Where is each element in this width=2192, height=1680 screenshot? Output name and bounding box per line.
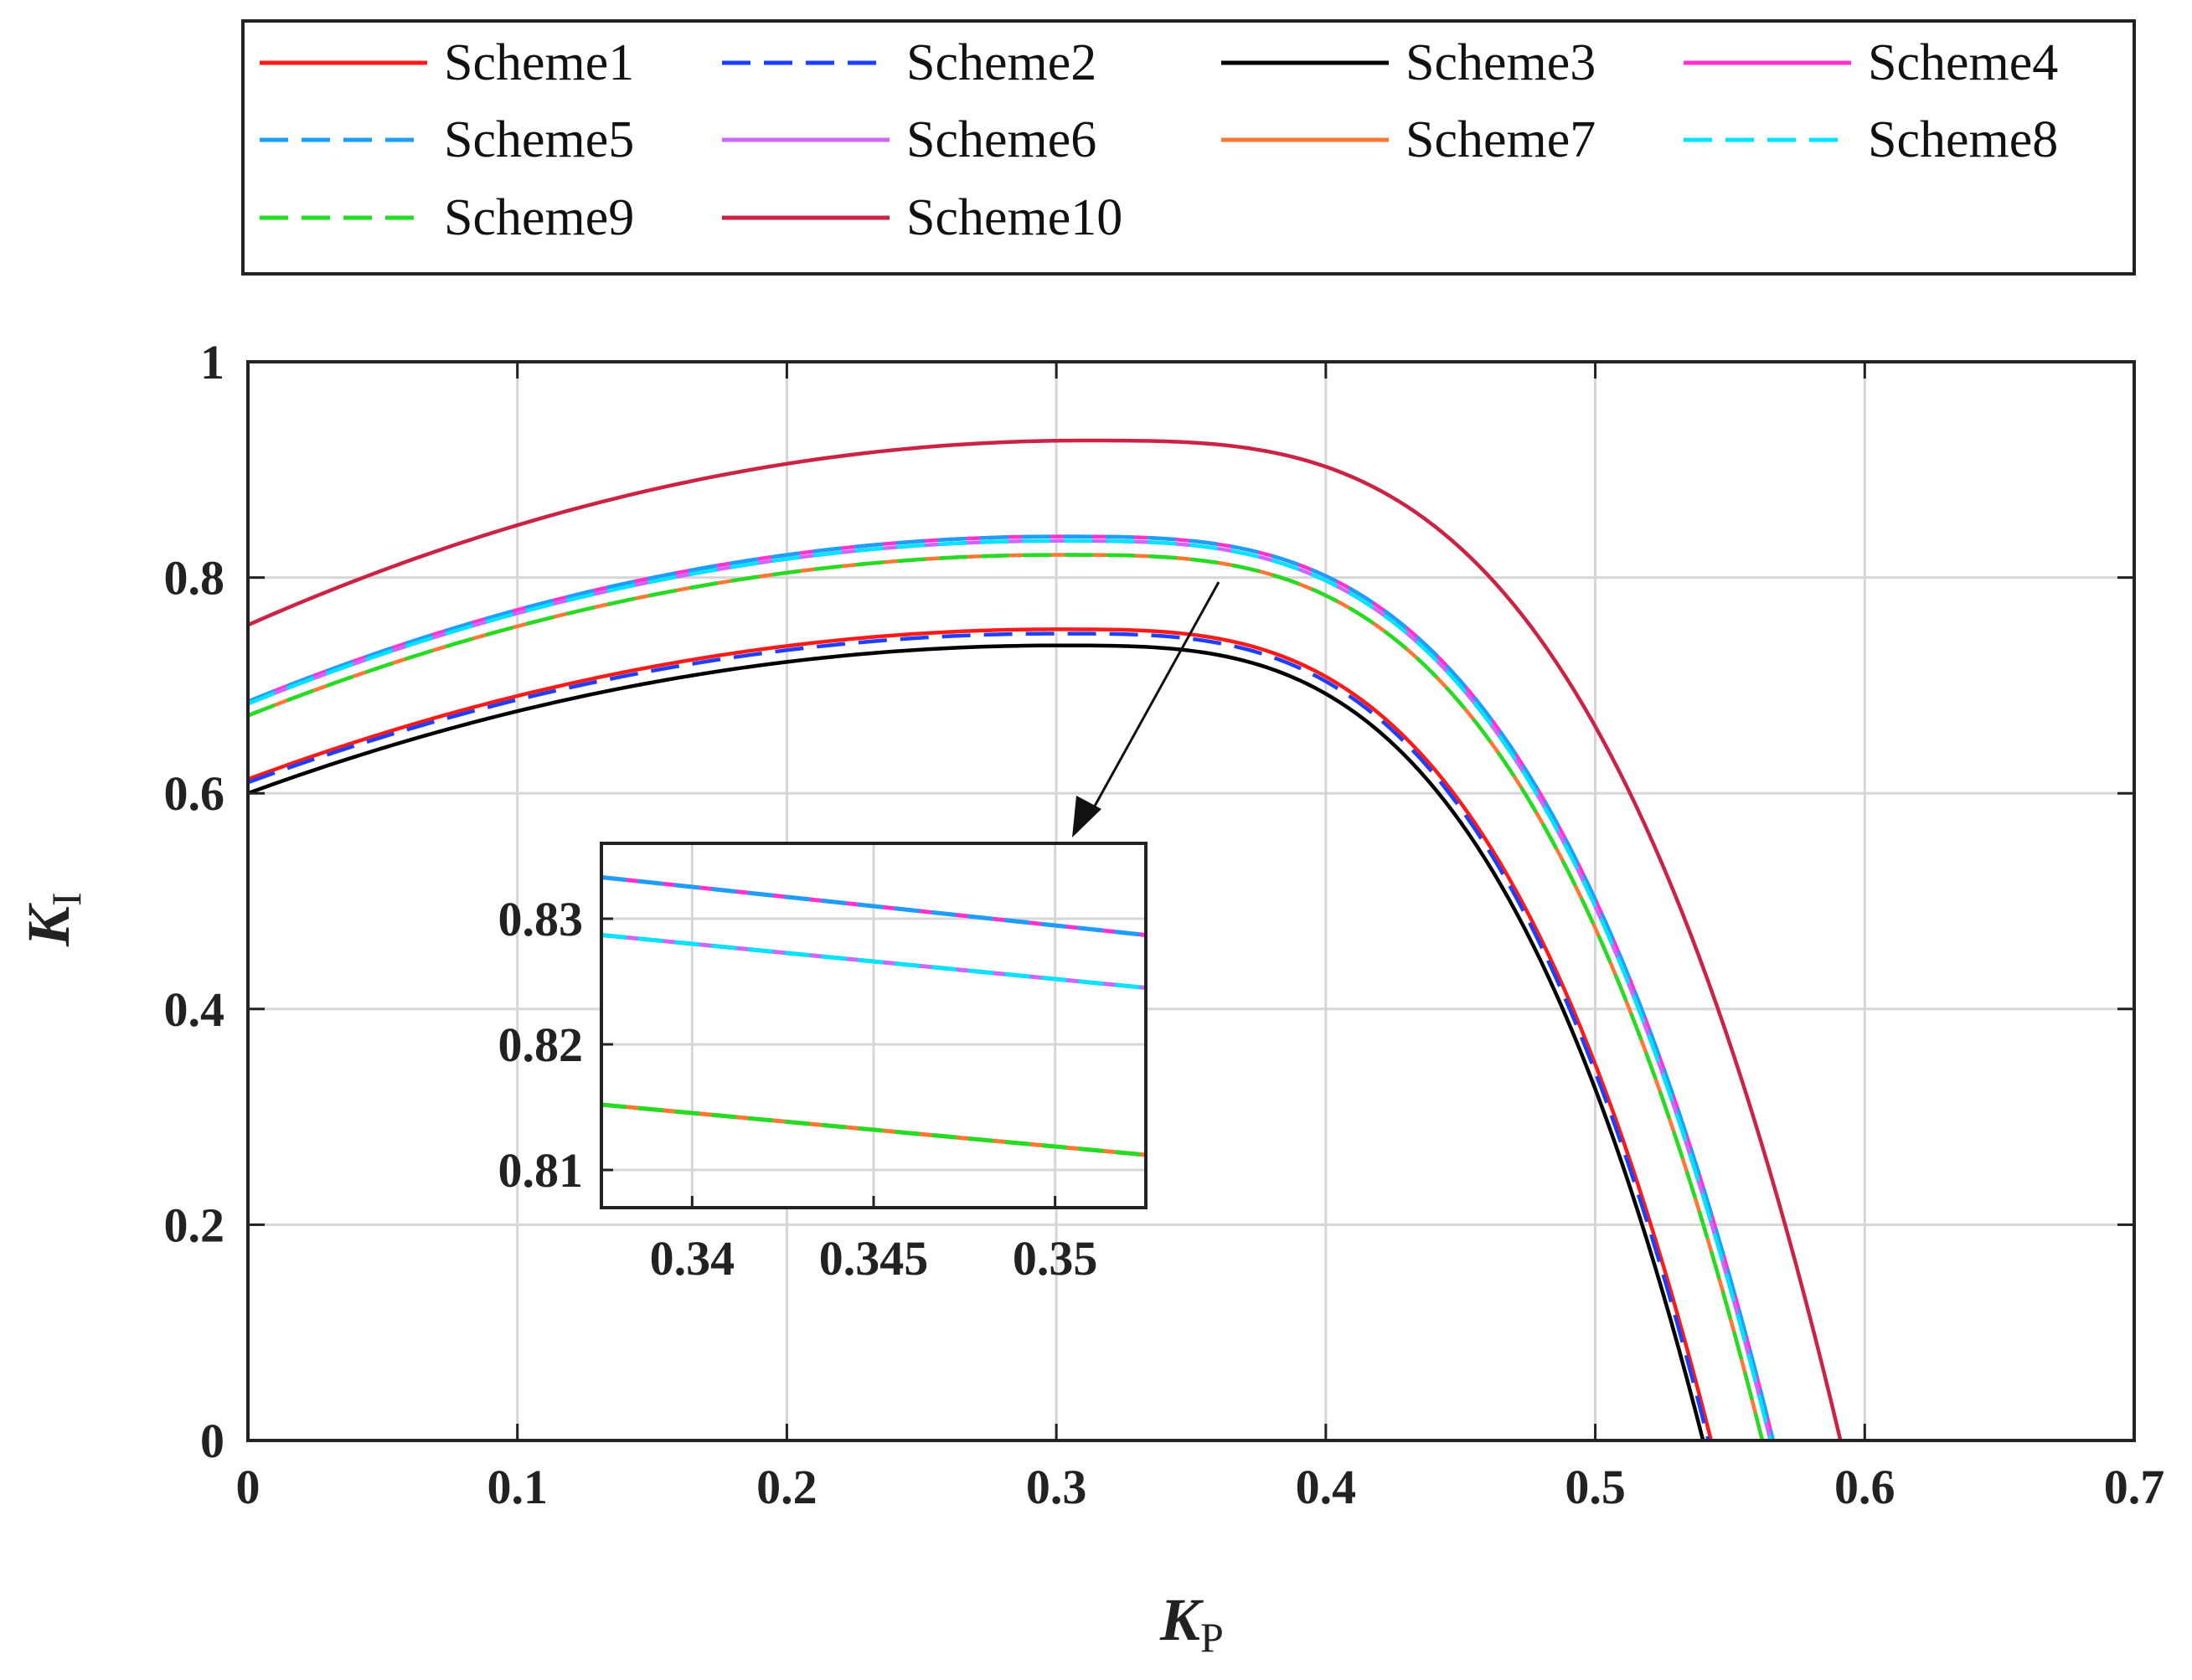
- inset-x-tick-label: 0.35: [1013, 1231, 1098, 1286]
- y-axis-label-main: K: [15, 902, 82, 947]
- y-axis-label-sub: I: [43, 892, 90, 906]
- series-scheme8-line: [247, 539, 1772, 1441]
- legend-item-scheme1: Scheme1: [260, 34, 634, 91]
- series-scheme9-line: [247, 553, 1765, 1441]
- legend-item-scheme4: Scheme4: [1684, 34, 2058, 91]
- y-axis-label: KI: [15, 892, 90, 947]
- series-scheme10-line: [247, 438, 1843, 1441]
- legend-label: Scheme10: [906, 189, 1122, 246]
- x-tick-label: 0.5: [1565, 1460, 1626, 1514]
- x-tick-label: 0.1: [487, 1460, 548, 1514]
- legend-label: Scheme8: [1868, 111, 2058, 168]
- legend-label: Scheme4: [1868, 34, 2058, 91]
- zoom-arrow: [1072, 581, 1220, 837]
- main-plot: 0 0.1 0.2 0.3 0.4 0.5 0.6 0.700.20.40.60.81: [164, 335, 2165, 1514]
- inset-y-tick-label: 0.83: [498, 892, 584, 946]
- x-tick-label: 0.7: [2104, 1460, 2165, 1514]
- y-tick-label: 0.8: [164, 551, 225, 606]
- y-tick-label: 0.2: [164, 1198, 225, 1252]
- inset-series: [601, 875, 1147, 1157]
- inset-x-tick-label: 0.345: [819, 1231, 929, 1286]
- legend-label: Scheme9: [444, 189, 634, 246]
- main-ticks: [246, 360, 2136, 1442]
- main-tick-labels: 0 0.1 0.2 0.3 0.4 0.5 0.6 0.700.20.40.60.81: [164, 335, 2165, 1514]
- x-tick-label: 0.3: [1026, 1460, 1087, 1514]
- legend-item-scheme9: Scheme9: [260, 189, 634, 246]
- zoom-arrow-head: [1072, 796, 1101, 837]
- series-scheme1-line: [247, 627, 1714, 1441]
- inset-y-tick-label: 0.82: [498, 1018, 584, 1072]
- legend-label: Scheme2: [906, 34, 1096, 91]
- x-axis-label: KP: [1159, 1586, 1224, 1661]
- y-tick-label: 1: [200, 335, 224, 389]
- inset-x-tick-label: 0.34: [650, 1231, 735, 1286]
- x-tick-label: 0.4: [1296, 1460, 1357, 1514]
- inset-plot: 0.34 0.345 0.35 0.81 0.82 0.83: [498, 842, 1148, 1286]
- legend-label: Scheme6: [906, 111, 1096, 168]
- legend-label: Scheme7: [1405, 111, 1596, 168]
- legend-item-scheme8: Scheme8: [1684, 111, 2058, 168]
- series-scheme2-line: [247, 631, 1710, 1441]
- legend-item-scheme2: Scheme2: [722, 34, 1096, 91]
- legend-item-scheme10: Scheme10: [722, 189, 1122, 246]
- y-tick-label: 0.6: [164, 766, 225, 821]
- legend-label: Scheme1: [444, 34, 634, 91]
- legend-item-scheme5: Scheme5: [260, 111, 634, 168]
- legend-item-scheme3: Scheme3: [1221, 34, 1596, 91]
- y-tick-label: 0: [200, 1414, 224, 1468]
- zoom-arrow-shaft: [1087, 581, 1220, 817]
- series-scheme5-line: [247, 534, 1776, 1441]
- legend-item-scheme6: Scheme6: [722, 111, 1096, 168]
- x-tick-label: 0: [236, 1460, 260, 1514]
- x-tick-label: 0.2: [756, 1460, 817, 1514]
- series-scheme3-line: [247, 643, 1705, 1441]
- inset-line-upper-overlay: [601, 875, 1147, 937]
- x-axis-label-sub: P: [1200, 1614, 1224, 1661]
- y-tick-label: 0.4: [164, 982, 225, 1037]
- legend: Scheme1 Scheme2 Scheme3 Scheme4 Scheme5 Schem…: [241, 19, 2136, 276]
- inset-y-tick-label: 0.81: [498, 1143, 584, 1198]
- inset-ticks: [601, 917, 1057, 1208]
- legend-label: Scheme3: [1405, 34, 1596, 91]
- plot-frame: [246, 360, 2136, 1442]
- inset-line-lower-overlay: [601, 1102, 1147, 1157]
- main-series: [247, 438, 1843, 1441]
- legend-item-scheme7: Scheme7: [1221, 111, 1596, 168]
- legend-label: Scheme5: [444, 111, 634, 168]
- inset-line-middle-overlay: [601, 933, 1147, 990]
- x-axis-label-main: K: [1159, 1586, 1204, 1653]
- x-tick-label: 0.6: [1834, 1460, 1895, 1514]
- inset-tick-labels: 0.34 0.345 0.35 0.81 0.82 0.83: [498, 892, 1098, 1286]
